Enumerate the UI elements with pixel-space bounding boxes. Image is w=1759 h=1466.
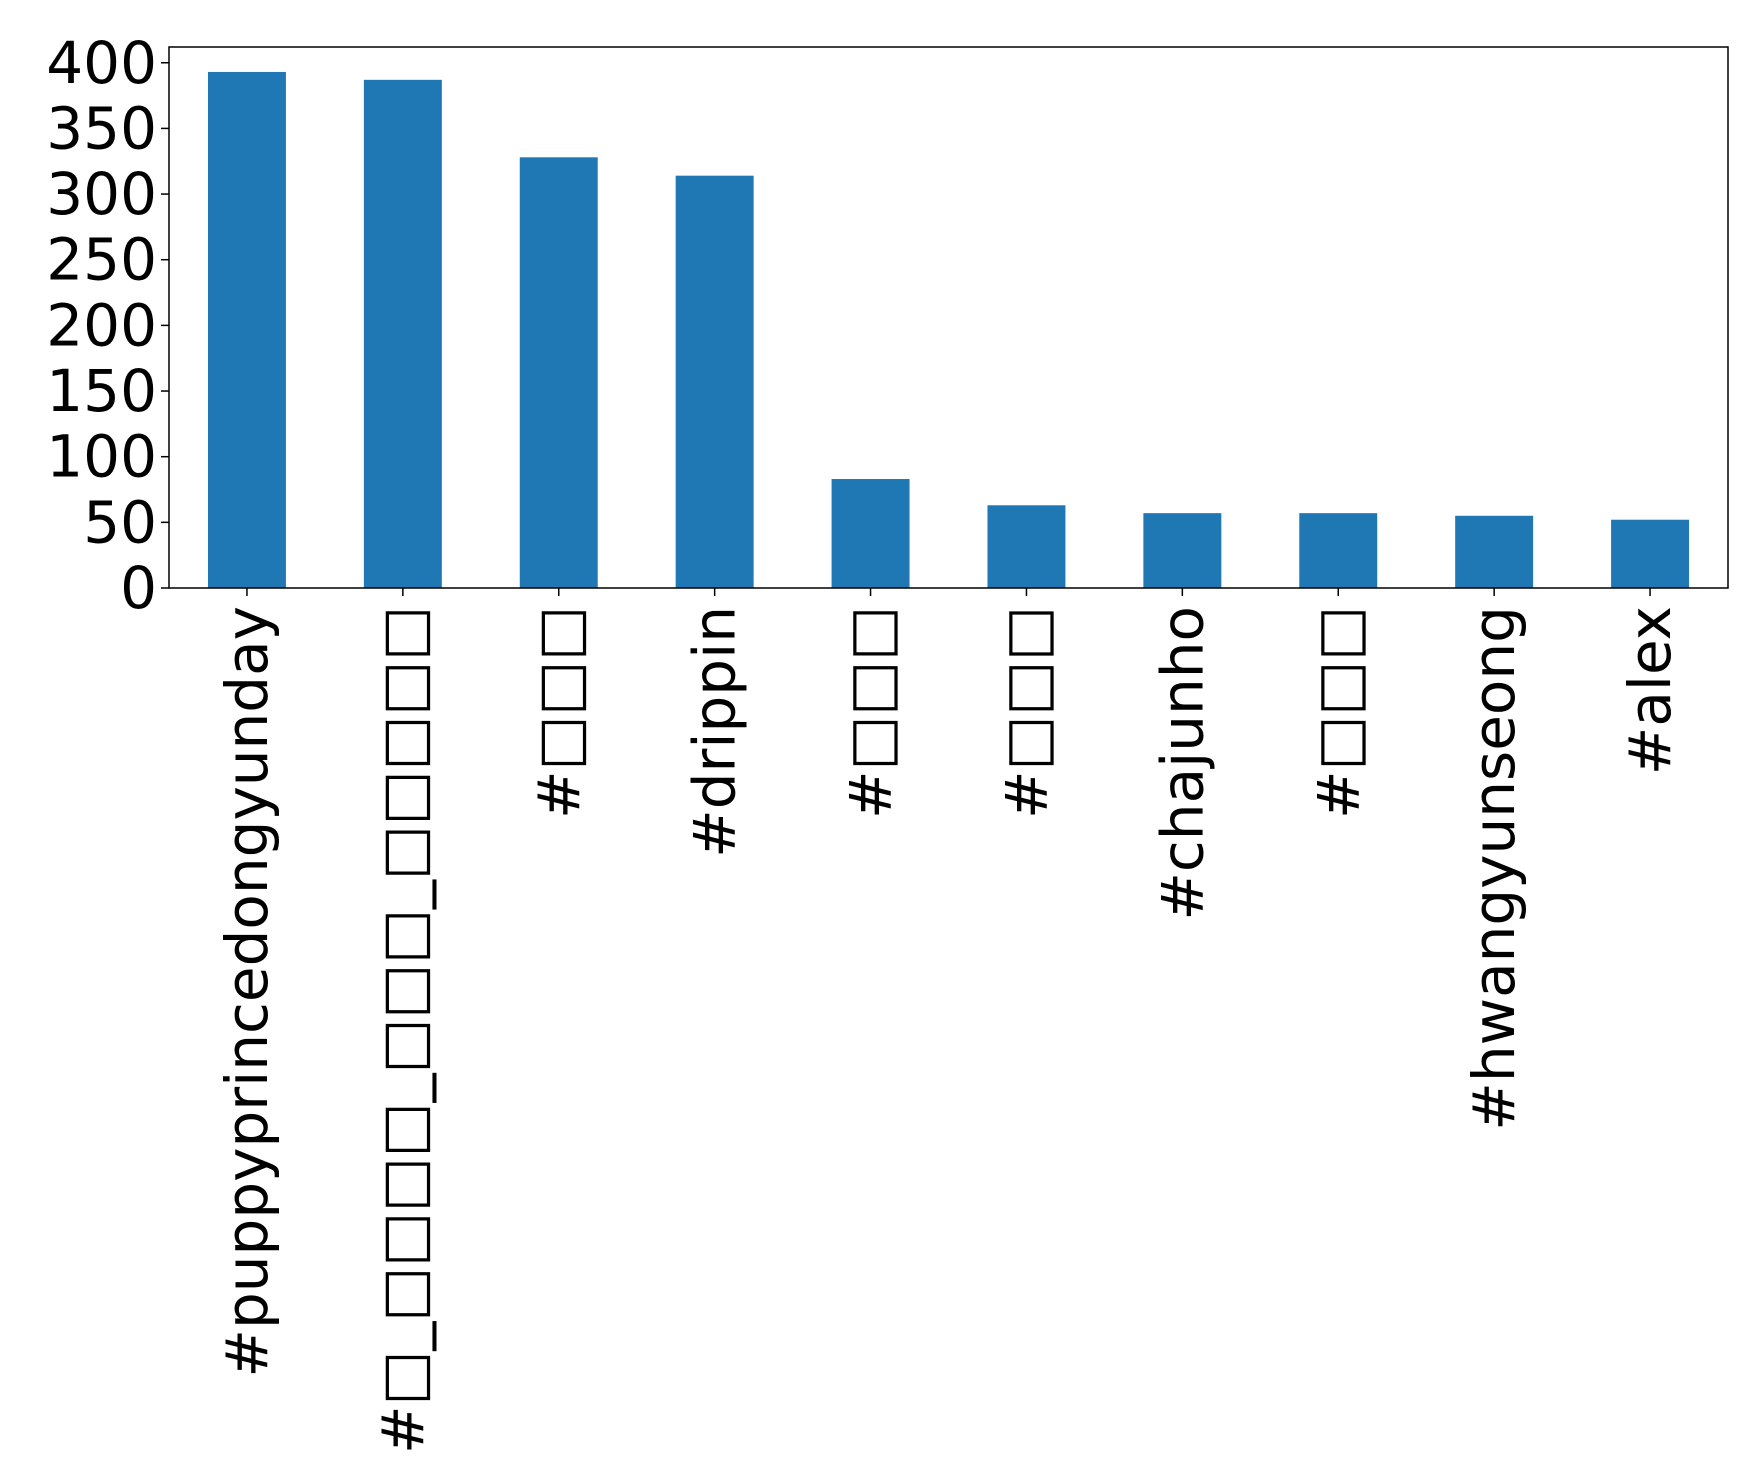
bar-1 xyxy=(207,71,286,588)
x-tick-label: #puppyprincedongyunday xyxy=(213,606,281,1378)
bar-9 xyxy=(1455,515,1534,588)
x-tick-label: #□□□ xyxy=(525,606,593,819)
y-tick-label: 350 xyxy=(46,94,157,162)
y-tick-label: 100 xyxy=(46,423,157,491)
plot-frame xyxy=(168,46,1729,589)
y-tick-label: 150 xyxy=(46,357,157,425)
x-tick-label: #alex xyxy=(1616,606,1684,775)
x-tick-label: #chajunho xyxy=(1148,606,1216,921)
bar-8 xyxy=(1299,513,1378,588)
y-tick-label: 400 xyxy=(46,29,157,97)
y-tick-label: 200 xyxy=(46,291,157,359)
x-tick-label: #□□□ xyxy=(992,606,1060,819)
bar-10 xyxy=(1611,519,1690,588)
bar-3 xyxy=(519,157,598,589)
bars-layer xyxy=(207,71,1690,589)
x-tick-label: #□_□□□□_□□□_□□□□□ xyxy=(369,606,437,1454)
bar-6 xyxy=(987,505,1066,588)
x-axis: #puppyprincedongyunday #□_□□□□_□□□_□□□□□ #… xyxy=(213,588,1684,1454)
bar-4 xyxy=(675,175,754,588)
x-tick-label: #□□□ xyxy=(1304,606,1372,819)
x-tick-label: #drippin xyxy=(681,606,749,858)
y-tick-label: 0 xyxy=(120,554,157,622)
x-tick-label: #□□□ xyxy=(837,606,905,819)
y-tick-label: 50 xyxy=(83,488,157,556)
x-tick-label: #hwangyunseong xyxy=(1460,606,1528,1131)
bar-7 xyxy=(1143,513,1222,588)
bar-5 xyxy=(831,479,910,588)
bar-2 xyxy=(363,79,442,588)
y-tick-label: 250 xyxy=(46,226,157,294)
y-tick-label: 300 xyxy=(46,160,157,228)
